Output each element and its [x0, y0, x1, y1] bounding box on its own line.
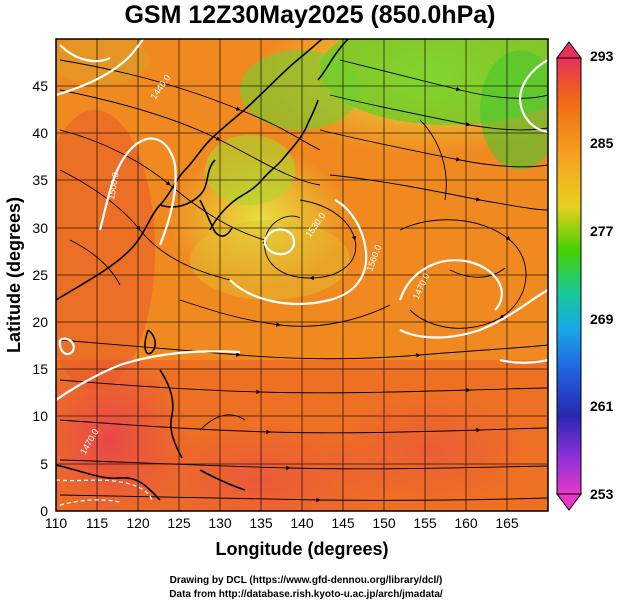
map-plot-area: 1440.0 1500.0 1530.0 1560.0 1470.0 1470.…: [56, 39, 548, 511]
x-tick-label: 125: [167, 515, 191, 531]
credit-drawing: Drawing by DCL (https://www.gfd-dennou.o…: [170, 575, 443, 586]
x-tick-label: 145: [331, 515, 355, 531]
colorbar-tick: 253: [590, 486, 614, 502]
colorbar-bottom-arrow: [556, 493, 582, 511]
plot-frame: [55, 38, 549, 512]
y-tick-label: 30: [32, 220, 48, 236]
y-tick-label: 45: [32, 78, 48, 94]
colorbar-tick: 277: [590, 223, 614, 239]
grid-dashed-border: [56, 479, 153, 506]
contour-label-1500: 1500.0: [106, 171, 121, 200]
y-tick-label: 20: [32, 314, 48, 330]
colorbar-tick: 285: [590, 135, 614, 151]
y-axis-label: Latitude (degrees): [4, 197, 24, 353]
x-tick-label: 130: [208, 515, 232, 531]
x-tick-label: 135: [249, 515, 273, 531]
colorbar-tick: 269: [590, 311, 614, 327]
y-tick-label: 40: [32, 125, 48, 141]
x-tick-label: 165: [495, 515, 519, 531]
colorbar-tick: 261: [590, 398, 614, 414]
x-tick-label: 160: [454, 515, 478, 531]
colorbar-gradient: [556, 57, 582, 495]
colorbar-tick: 293: [590, 48, 614, 64]
x-tick-label: 140: [290, 515, 314, 531]
figure-title: GSM 12Z30May2025 (850.0hPa): [124, 1, 495, 29]
x-tick-label: 110: [45, 515, 68, 531]
x-axis-label: Longitude (degrees): [215, 539, 388, 559]
y-tick-label: 35: [32, 172, 48, 188]
x-tick-label: 150: [372, 515, 396, 531]
colorbar: 293 285 277 269 261 253: [556, 41, 614, 511]
coastlines: [56, 39, 349, 501]
y-tick-label: 25: [32, 267, 48, 283]
x-axis: 110 115 120 125 130 135 140 145 150 155 …: [45, 515, 519, 531]
colorbar-top-arrow: [556, 41, 582, 59]
y-tick-label: 15: [32, 361, 48, 377]
y-tick-label: 10: [32, 408, 48, 424]
wind-streamlines: [59, 59, 548, 503]
x-tick-label: 155: [413, 515, 437, 531]
y-tick-label: 0: [40, 503, 48, 519]
height-contours: [56, 39, 548, 401]
credit-data: Data from http://database.rish.kyoto-u.a…: [169, 589, 443, 600]
x-tick-label: 115: [86, 515, 109, 531]
x-tick-label: 120: [126, 515, 150, 531]
y-axis: 0 5 10 15 20 25 30 35 40 45: [32, 78, 48, 519]
y-tick-label: 5: [40, 456, 48, 472]
